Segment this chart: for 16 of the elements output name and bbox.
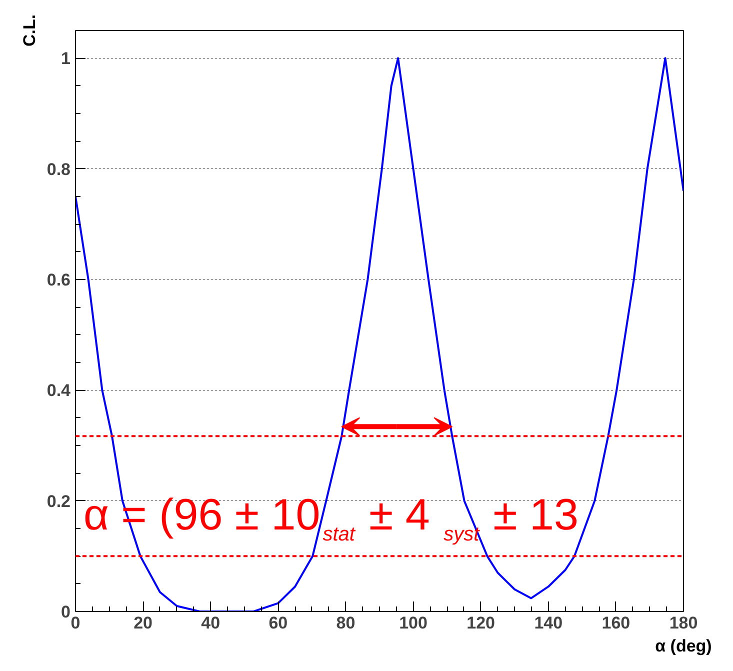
- y-tick-label: 1: [61, 49, 71, 68]
- x-tick-label: 180: [669, 614, 698, 632]
- x-axis-title: α (deg): [655, 636, 712, 656]
- y-tick-label: 0.6: [46, 270, 71, 290]
- x-tick-label: 100: [399, 614, 428, 632]
- x-tick-label: 20: [134, 614, 153, 632]
- x-tick-label: 160: [602, 614, 630, 632]
- y-axis-title: C.L.: [20, 14, 39, 47]
- x-tick-label: 80: [336, 614, 356, 632]
- x-tick-label: 120: [466, 614, 496, 632]
- x-tick-label: 140: [534, 614, 563, 632]
- x-tick-label: 40: [201, 614, 220, 632]
- y-tick-label: 0.8: [46, 160, 71, 179]
- y-tick-label: 0.4: [46, 381, 72, 400]
- y-tick-label: 0.2: [46, 492, 71, 511]
- x-tick-label: 60: [268, 614, 288, 632]
